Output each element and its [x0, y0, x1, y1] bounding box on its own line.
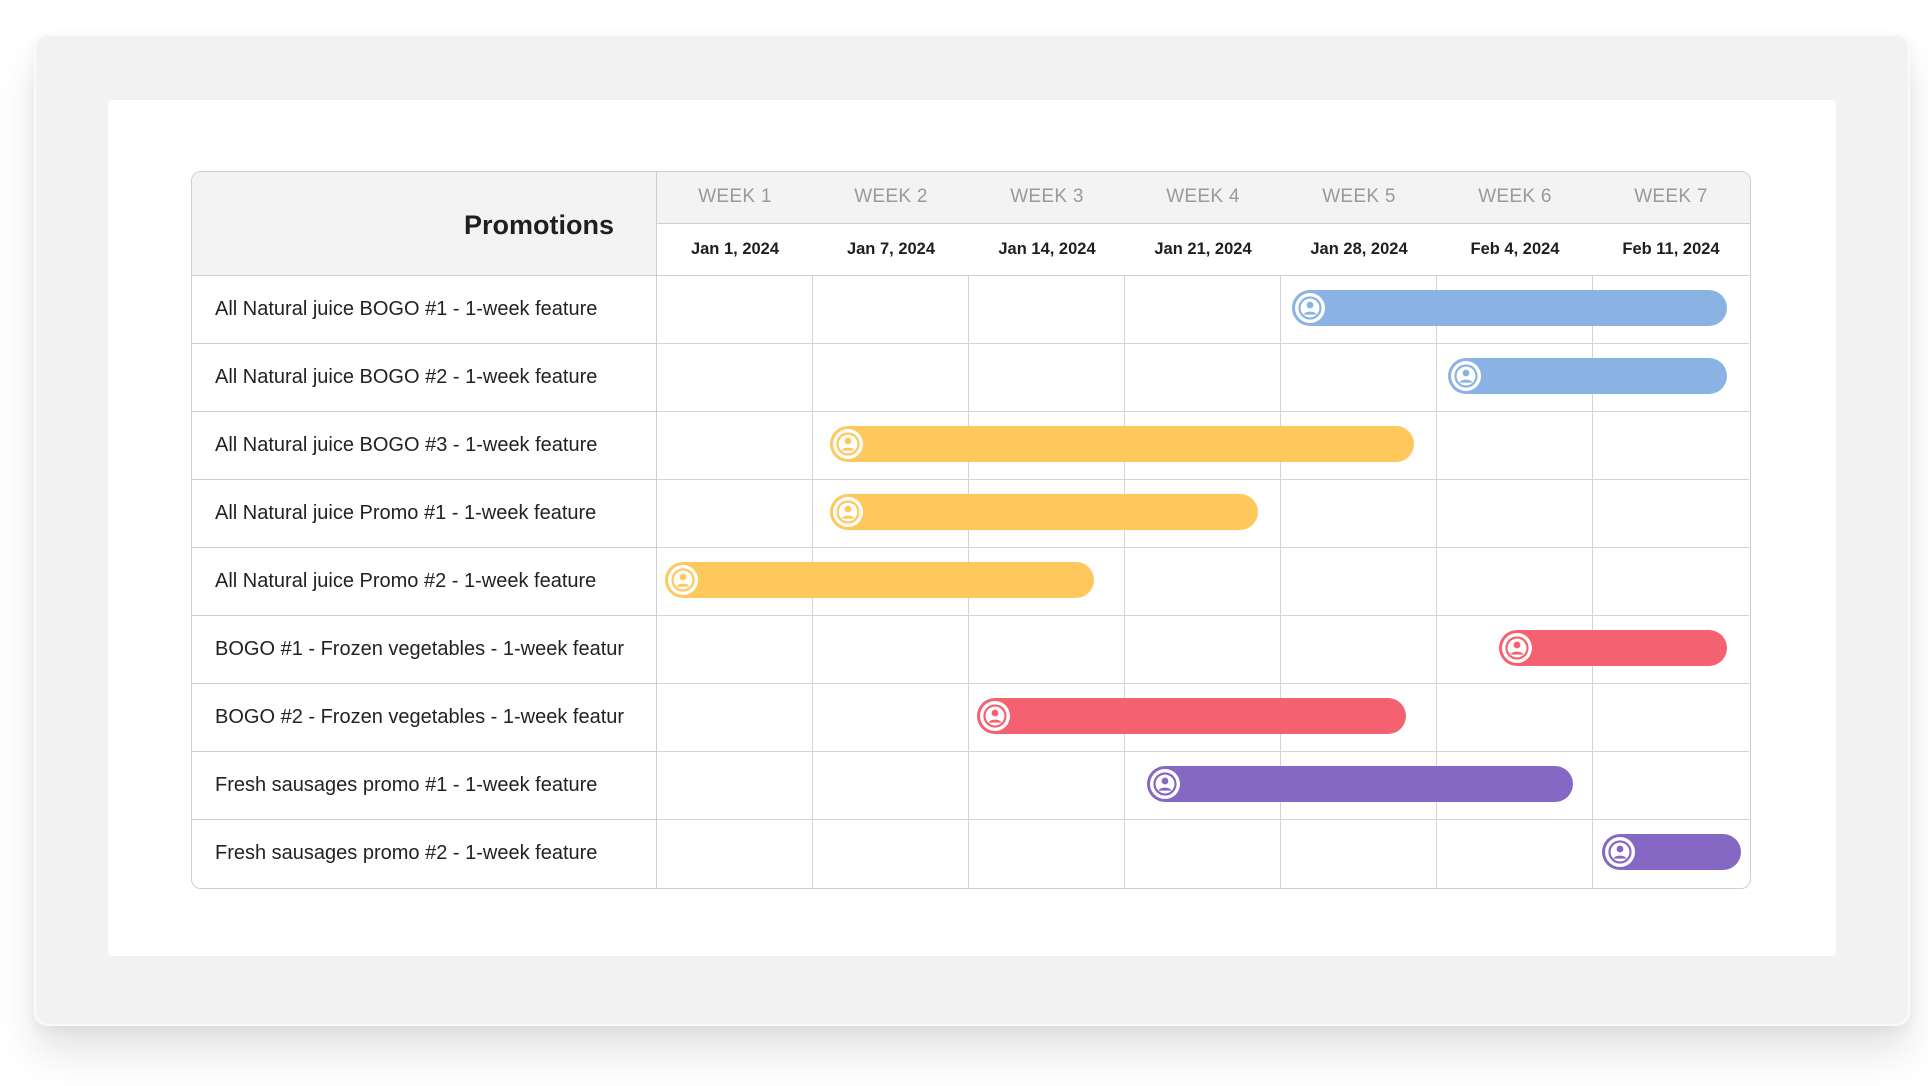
date-header-row: Jan 1, 2024 Jan 7, 2024 Jan 14, 2024 Jan 21…	[657, 224, 1750, 276]
promotions-header-cell: Promotions	[192, 172, 657, 276]
user-avatar-icon	[833, 497, 864, 527]
grid-cell	[1437, 412, 1593, 480]
grid-cell	[1437, 820, 1593, 888]
grid-cell	[1281, 684, 1437, 752]
page-title: Promotions	[463, 210, 614, 240]
user-avatar-icon	[833, 429, 864, 459]
grid-cell	[657, 276, 813, 344]
grid-cell	[657, 412, 813, 480]
row-label[interactable]: All Natural juice BOGO #3 - 1-week featu…	[192, 412, 657, 480]
week-label: WEEK 5	[1322, 186, 1396, 207]
grid-cell	[1281, 820, 1437, 888]
grid-cell	[1437, 752, 1593, 820]
row-label[interactable]: All Natural juice BOGO #1 - 1-week featu…	[192, 276, 657, 344]
grid-cell	[1437, 684, 1593, 752]
user-avatar-icon	[1450, 361, 1481, 391]
grid-cell	[657, 616, 813, 684]
grid-cell	[1593, 412, 1749, 480]
grid-cell	[969, 820, 1125, 888]
grid-cell	[1125, 820, 1281, 888]
grid-cell	[1125, 276, 1281, 344]
promotion-bar[interactable]	[664, 562, 1094, 598]
week-header-row: WEEK 1 WEEK 2 WEEK 3 WEEK 4 WEEK 5 WEEK 6 WEEK…	[657, 172, 1750, 224]
row-label[interactable]: All Natural juice BOGO #2 - 1-week featu…	[192, 344, 657, 412]
promotion-bar[interactable]	[1602, 834, 1742, 870]
grid-cell	[1281, 412, 1437, 480]
grid-cell	[969, 548, 1125, 616]
promotion-bar[interactable]	[1146, 766, 1573, 802]
grid-cell	[1125, 548, 1281, 616]
row-label[interactable]: BOGO #2 - Frozen vegetables - 1-week fea…	[192, 684, 657, 752]
grid-cell	[1593, 548, 1749, 616]
promotion-bar[interactable]	[976, 698, 1406, 734]
week-label: WEEK 6	[1478, 186, 1552, 207]
row-label[interactable]: All Natural juice Promo #1 - 1-week feat…	[192, 480, 657, 548]
promotion-bar[interactable]	[1499, 630, 1728, 666]
grid-cell	[1125, 480, 1281, 548]
promotion-bar[interactable]	[1447, 358, 1728, 394]
grid-cell	[1437, 548, 1593, 616]
date-label: Jan 1, 2024	[690, 240, 780, 258]
user-avatar-icon	[1605, 837, 1636, 867]
grid-cell	[1125, 344, 1281, 412]
row-label[interactable]: Fresh sausages promo #2 - 1-week feature	[192, 820, 657, 888]
user-avatar-icon	[1294, 293, 1325, 323]
grid-cell	[657, 480, 813, 548]
grid-cell	[657, 820, 813, 888]
date-label: Jan 21, 2024	[1154, 240, 1252, 258]
grid-cell	[813, 276, 969, 344]
grid-cell	[813, 344, 969, 412]
week-label: WEEK 1	[698, 186, 772, 207]
grid-cell	[813, 684, 969, 752]
grid-cell	[813, 820, 969, 888]
grid-cell	[657, 752, 813, 820]
grid-cell	[1593, 276, 1749, 344]
promotion-bar[interactable]	[830, 426, 1414, 462]
row-label[interactable]: BOGO #1 - Frozen vegetables - 1-week fea…	[192, 616, 657, 684]
grid-cell	[1125, 616, 1281, 684]
grid-cell	[1281, 344, 1437, 412]
user-avatar-icon	[667, 565, 698, 595]
promotion-bar[interactable]	[830, 494, 1258, 530]
grid-cell	[657, 684, 813, 752]
grid-cell	[813, 752, 969, 820]
week-label: WEEK 2	[854, 186, 928, 207]
date-label: Feb 11, 2024	[1622, 240, 1720, 258]
promotion-bar[interactable]	[1291, 290, 1728, 326]
date-label: Feb 4, 2024	[1470, 240, 1560, 258]
week-label: WEEK 7	[1634, 186, 1708, 207]
date-label: Jan 7, 2024	[846, 240, 936, 258]
grid-cell	[1593, 752, 1749, 820]
user-avatar-icon	[1149, 769, 1180, 799]
grid-cell	[969, 752, 1125, 820]
grid-cell	[657, 344, 813, 412]
grid-cell	[969, 616, 1125, 684]
grid-cell	[969, 344, 1125, 412]
week-label: WEEK 3	[1010, 186, 1084, 207]
grid-cell	[1437, 480, 1593, 548]
date-label: Jan 14, 2024	[998, 240, 1096, 258]
grid-cell	[1281, 548, 1437, 616]
grid-cell	[1593, 344, 1749, 412]
row-label[interactable]: Fresh sausages promo #1 - 1-week feature	[192, 752, 657, 820]
grid-cell	[1281, 480, 1437, 548]
grid-cell	[1593, 616, 1749, 684]
user-avatar-icon	[1502, 633, 1533, 663]
week-label: WEEK 4	[1166, 186, 1240, 207]
gantt-chart: Promotions WEEK 1 WEEK 2 WEEK 3 WEEK 4 WEEK …	[191, 171, 1751, 889]
grid-cell	[969, 276, 1125, 344]
row-label[interactable]: All Natural juice Promo #2 - 1-week feat…	[192, 548, 657, 616]
grid-cell	[813, 616, 969, 684]
date-label: Jan 28, 2024	[1310, 240, 1408, 258]
grid-cell	[1593, 480, 1749, 548]
grid-cell	[1593, 684, 1749, 752]
grid-cell	[1281, 616, 1437, 684]
user-avatar-icon	[979, 701, 1010, 731]
